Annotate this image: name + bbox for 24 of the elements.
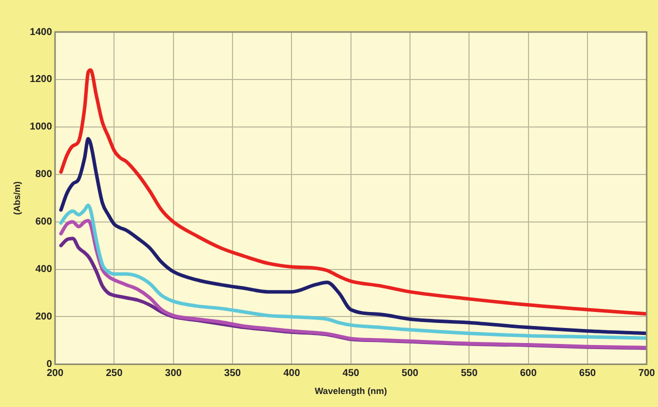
y-tick-label: 200 [35, 311, 52, 322]
x-tick-label: 200 [46, 368, 64, 379]
y-tick-label: 600 [35, 216, 52, 228]
x-tick-label: 300 [165, 368, 182, 379]
line-series [59, 137, 647, 336]
x-tick-label: 700 [638, 368, 656, 379]
x-tick-label: 600 [520, 368, 538, 379]
x-tick-label: 500 [402, 368, 419, 379]
y-tick-label: 1000 [30, 122, 52, 133]
y-tick-label: 400 [35, 264, 52, 276]
x-tick-label: 400 [283, 368, 300, 379]
line-series [59, 203, 647, 340]
y-tick-label: 0 [46, 358, 52, 370]
y-tick-label: 1400 [30, 26, 52, 38]
x-tick-label: 550 [460, 368, 478, 379]
x-tick-label: 650 [579, 368, 596, 379]
line-series [59, 68, 647, 316]
x-tick-label: 350 [224, 368, 242, 379]
x-tick-label: 450 [342, 368, 360, 379]
x-axis-title: Wavelength (nm) [314, 386, 387, 396]
y-tick-label: 1200 [30, 74, 52, 86]
y-axis-title: (Abs/m) [12, 181, 22, 215]
y-tick-label: 800 [35, 169, 52, 180]
x-tick-label: 250 [106, 368, 123, 379]
